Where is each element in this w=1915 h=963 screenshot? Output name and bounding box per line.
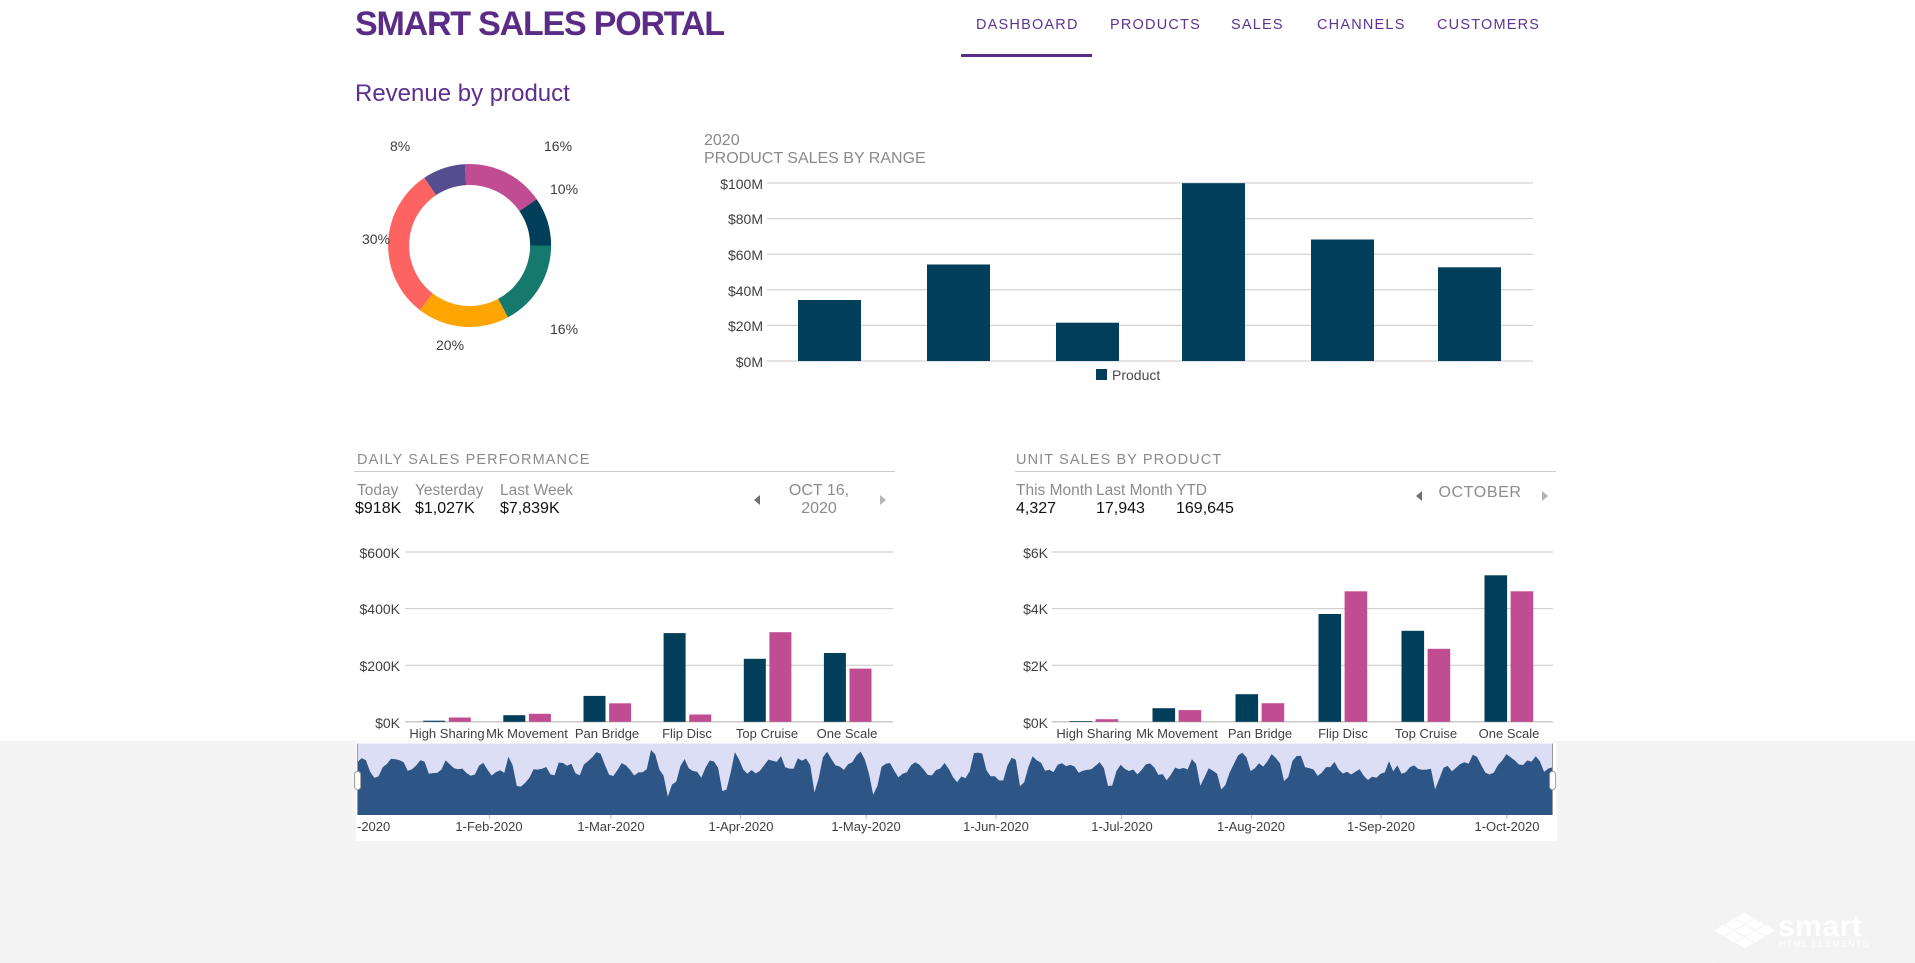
svg-text:smart: smart [1778, 910, 1862, 943]
svg-text:HTML ELEMENTS: HTML ELEMENTS [1779, 939, 1870, 949]
